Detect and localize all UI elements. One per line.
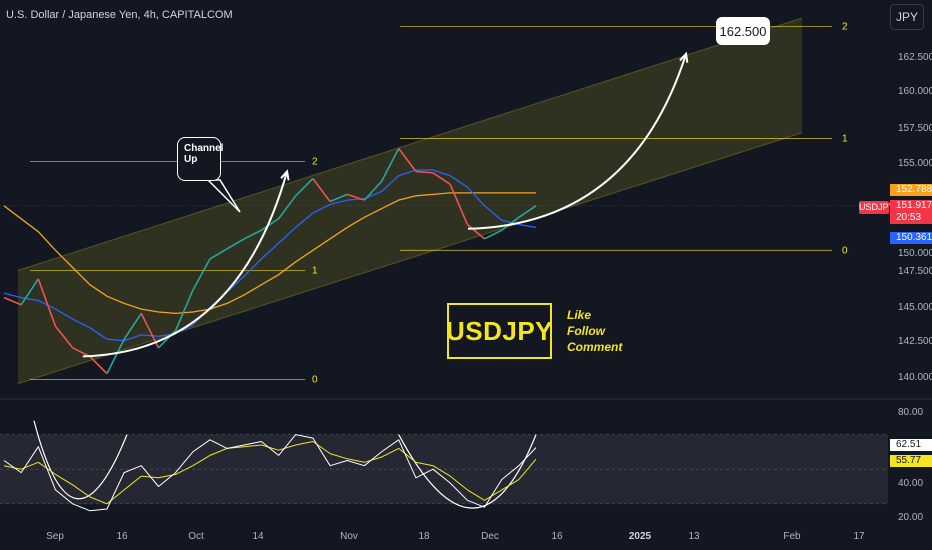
price-segment [415, 170, 434, 174]
x-tick-label: 16 [116, 531, 128, 542]
y-tick-label: 160.000 [898, 86, 932, 97]
cta-comment: Comment [567, 340, 623, 354]
rsi-tick-label: 20.00 [898, 512, 924, 523]
ma-orange-price-tag: 152.788 [890, 184, 932, 196]
projection-arrow [82, 171, 289, 358]
rsi-tick-label: 40.00 [898, 478, 924, 489]
target-price-label: 162.500 [716, 17, 770, 45]
price-segment [72, 347, 91, 358]
price-segment [20, 278, 39, 306]
ma-blue-line [3, 169, 537, 342]
last-price-tag: 151.917 [890, 200, 932, 212]
fib-level-second-label: 1 [842, 133, 848, 144]
x-tick-label: 17 [853, 531, 865, 542]
x-tick-label: Feb [783, 531, 801, 542]
price-segment [260, 218, 280, 231]
projection-arrow [467, 53, 688, 230]
channel-upper-line [17, 17, 803, 271]
symbol-box: USDJPY [446, 303, 553, 359]
y-tick-label: 142.500 [898, 336, 932, 347]
x-tick-label: Nov [340, 531, 358, 542]
x-tick-label: 2025 [628, 531, 652, 542]
price-segment [106, 338, 125, 374]
price-segment [226, 238, 245, 250]
price-segment [346, 193, 365, 201]
price-segment [518, 205, 537, 218]
arrow-head [280, 169, 290, 181]
countdown-tag: 20:53 [890, 212, 932, 224]
price-segment [89, 355, 108, 375]
y-tick-label: 145.000 [898, 302, 932, 313]
y-tick-label: 147.500 [898, 266, 932, 277]
ticker-tag: USDJPY [859, 201, 895, 214]
arrow-head [679, 51, 689, 63]
cta-like: Like [567, 308, 592, 322]
channel-up-callout: Channel Up [177, 137, 223, 181]
y-tick-label: 162.500 [898, 52, 932, 63]
rsi-tick-label: 80.00 [898, 407, 924, 418]
price-segment [243, 229, 262, 240]
price-segment [209, 248, 228, 260]
price-segment [329, 193, 348, 203]
x-tick-label: Sep [46, 531, 64, 542]
price-segment [192, 258, 211, 291]
x-tick-label: 14 [252, 531, 264, 542]
x-tick-label: 18 [418, 531, 430, 542]
channel-fill [17, 18, 803, 384]
price-segment [484, 229, 503, 240]
fib-level-first-label: 2 [312, 156, 318, 167]
fib-level-second-label: 2 [842, 22, 848, 33]
price-segment [295, 178, 314, 197]
fib-level-first-label: 1 [312, 265, 318, 276]
x-tick-label: Oct [188, 531, 204, 542]
price-segment [380, 148, 400, 182]
ma-blue-price-tag: 150.361 [890, 232, 932, 244]
y-tick-label: 155.000 [898, 158, 932, 169]
rsi-cup-right [398, 434, 537, 509]
currency-button[interactable]: JPY [890, 4, 924, 30]
x-tick-label: 13 [688, 531, 700, 542]
price-segment [123, 312, 142, 340]
price-segment [277, 195, 297, 220]
price-segment [174, 290, 194, 331]
fib-level-second-label: 0 [842, 245, 848, 256]
price-segment [54, 325, 74, 349]
price-segment [398, 148, 417, 172]
price-segment [466, 223, 486, 240]
price-segment [363, 180, 383, 201]
price-segment [312, 178, 331, 203]
price-segment [449, 184, 469, 225]
y-tick-label: 157.500 [898, 123, 932, 134]
x-tick-label: 16 [551, 531, 563, 542]
x-tick-label: Dec [481, 531, 499, 542]
rsi-ma-value-tag: 55.77 [890, 455, 932, 467]
price-segment [3, 296, 22, 306]
rsi-line [3, 434, 537, 512]
chart-title: U.S. Dollar / Japanese Yen, 4h, CAPITALC… [6, 9, 233, 21]
rsi-value-tag: 62.51 [890, 439, 932, 451]
channel-lower-line [17, 132, 803, 385]
rsi-ma-line [3, 441, 537, 505]
price-segment [37, 278, 57, 327]
fib-level-first-label: 0 [312, 374, 318, 385]
ma-orange-line [3, 192, 536, 315]
y-tick-label: 140.000 [898, 372, 932, 383]
y-tick-label: 150.000 [898, 248, 932, 259]
cta-follow: Follow [567, 324, 605, 338]
rsi-cup-left [33, 420, 128, 500]
price-segment [432, 172, 451, 186]
call-to-action: Like Follow Comment [567, 307, 622, 355]
